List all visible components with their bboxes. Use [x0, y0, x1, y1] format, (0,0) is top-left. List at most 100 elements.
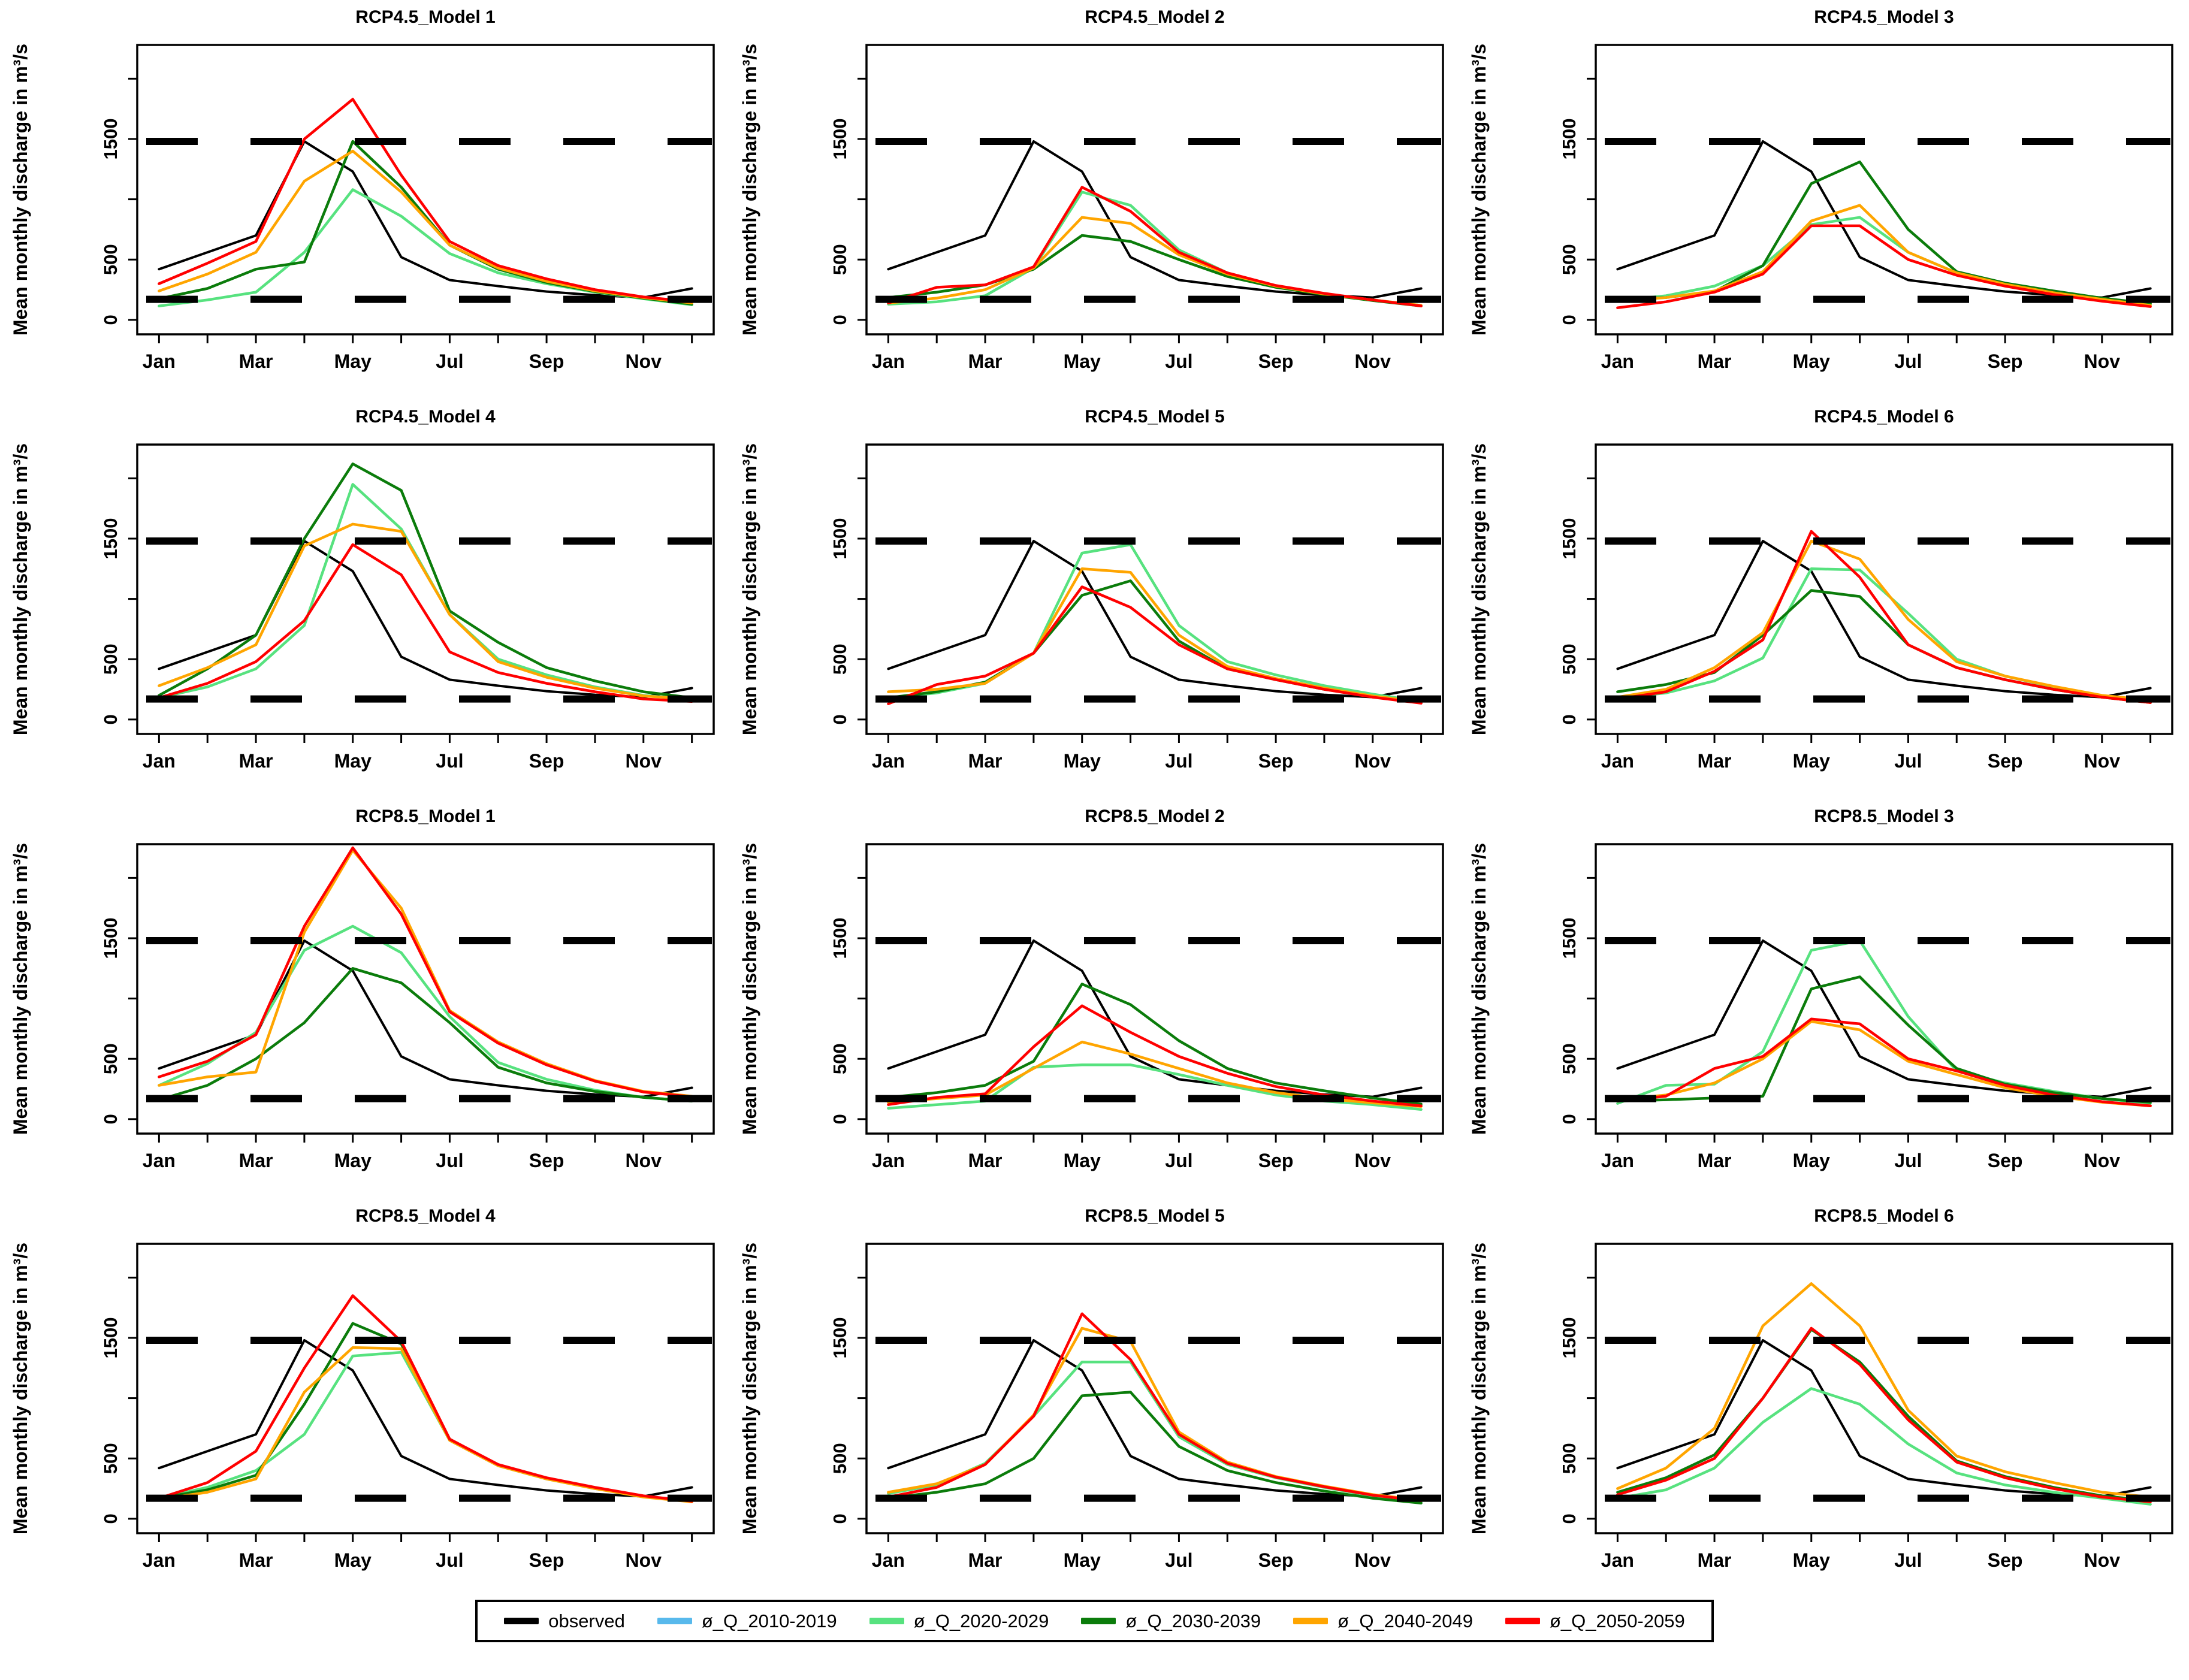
x-tick-label: Nov: [626, 750, 662, 772]
y-axis-label: Mean monthly discharge in m³/s: [10, 843, 31, 1135]
y-axis-label: Mean monthly discharge in m³/s: [1468, 443, 1490, 735]
legend-label: ø_Q_2010-2019: [701, 1610, 837, 1631]
series-2050s: [1616, 1327, 2152, 1503]
y-tick-label: 500: [100, 244, 121, 275]
panel-title: RCP8.5_Model 2: [1085, 806, 1224, 826]
x-tick-label: Mar: [1698, 1549, 1732, 1571]
x-tick-label: Jan: [143, 1150, 176, 1171]
legend-swatch: [657, 1618, 692, 1624]
x-tick-label: May: [1064, 350, 1101, 372]
series-2050s: [158, 543, 693, 703]
y-axis-label: Mean monthly discharge in m³/s: [739, 443, 760, 735]
y-tick-label: 1500: [1559, 917, 1580, 959]
panel-title: RCP4.5_Model 4: [355, 407, 496, 427]
chart-panel: RCP8.5_Model 5 Mean monthly discharge in …: [730, 1199, 1459, 1599]
x-tick-label: Nov: [2084, 350, 2121, 372]
panel-plot: RCP8.5_Model 2 Mean monthly discharge in …: [739, 806, 1444, 1171]
series-observed: [158, 1339, 693, 1498]
series-2030s: [887, 1391, 1423, 1504]
x-tick-label: Nov: [1355, 350, 1391, 372]
series-2020s: [158, 1350, 693, 1503]
x-tick-label: Jan: [872, 1150, 905, 1171]
x-tick-label: May: [334, 350, 372, 372]
y-axis-label: Mean monthly discharge in m³/s: [739, 44, 760, 336]
x-tick-label: Jan: [872, 1549, 905, 1571]
x-tick-label: Mar: [239, 1150, 273, 1171]
panel-title: RCP4.5_Model 1: [355, 7, 495, 27]
legend-item: ø_Q_2020-2029: [869, 1612, 1049, 1630]
series-observed: [1616, 540, 2152, 699]
chart-panel: RCP8.5_Model 4 Mean monthly discharge in …: [1, 1199, 730, 1599]
x-tick-label: Mar: [968, 1150, 1003, 1171]
series-2050s: [158, 1294, 693, 1503]
legend-label: observed: [548, 1610, 625, 1631]
x-tick-label: Jan: [1601, 1150, 1634, 1171]
legend-swatch: [504, 1618, 539, 1624]
series-2030s: [887, 983, 1423, 1105]
y-tick-label: 500: [100, 643, 121, 675]
x-tick-label: Jul: [1165, 350, 1192, 372]
series-2040s: [158, 848, 693, 1098]
x-tick-label: Sep: [1258, 750, 1294, 772]
series-2050s: [887, 1004, 1423, 1107]
x-tick-label: Jul: [436, 350, 463, 372]
chart-grid: RCP4.5_Model 1 Mean monthly discharge in …: [1, 0, 2188, 1599]
y-tick-label: 1500: [829, 118, 850, 159]
y-tick-label: 500: [1559, 1043, 1580, 1074]
plot-box: [1595, 843, 2173, 1135]
x-tick-label: Sep: [1988, 1549, 2023, 1571]
legend-label: ø_Q_2030-2039: [1125, 1610, 1261, 1631]
series-2040s: [158, 1346, 693, 1503]
panel-plot: RCP8.5_Model 1 Mean monthly discharge in …: [10, 806, 715, 1171]
y-tick-label: 0: [829, 1513, 850, 1524]
x-tick-label: Jul: [1894, 350, 1922, 372]
series-observed: [887, 140, 1423, 299]
x-tick-label: Mar: [1698, 350, 1732, 372]
legend-wrap: observed ø_Q_2010-2019 ø_Q_2020-2029 ø_Q_20…: [0, 1600, 2189, 1642]
y-axis-label: Mean monthly discharge in m³/s: [1468, 843, 1490, 1135]
x-tick-label: Jan: [872, 350, 905, 372]
y-axis-label: Mean monthly discharge in m³/s: [10, 443, 31, 735]
panel-title: RCP8.5_Model 3: [1814, 806, 1954, 826]
panel-title: RCP8.5_Model 1: [355, 806, 495, 826]
y-axis-label: Mean monthly discharge in m³/s: [1468, 44, 1490, 336]
x-tick-label: Nov: [2084, 1150, 2121, 1171]
series-observed: [887, 540, 1423, 699]
y-tick-label: 0: [100, 1513, 121, 1524]
x-tick-label: May: [334, 1549, 372, 1571]
panel-plot: RCP4.5_Model 2 Mean monthly discharge in …: [739, 7, 1444, 372]
x-tick-label: May: [334, 1150, 372, 1171]
x-tick-label: May: [334, 750, 372, 772]
y-tick-label: 1500: [1559, 1317, 1580, 1358]
y-tick-label: 1500: [1559, 118, 1580, 159]
series-2050s: [1616, 530, 2152, 704]
plot-box: [136, 443, 715, 735]
panel-title: RCP4.5_Model 6: [1814, 407, 1954, 427]
y-axis-label: Mean monthly discharge in m³/s: [1468, 1243, 1490, 1534]
x-tick-label: May: [1793, 1150, 1830, 1171]
series-2030s: [158, 462, 693, 699]
series-2030s: [158, 1322, 693, 1503]
x-tick-label: Sep: [1258, 350, 1294, 372]
x-tick-label: Jul: [1165, 1549, 1192, 1571]
y-tick-label: 500: [829, 244, 850, 275]
panel-plot: RCP8.5_Model 3 Mean monthly discharge in …: [1468, 806, 2173, 1171]
y-tick-label: 1500: [100, 518, 121, 559]
legend-label: ø_Q_2020-2029: [913, 1610, 1049, 1631]
y-axis-label: Mean monthly discharge in m³/s: [739, 1243, 760, 1534]
x-tick-label: May: [1793, 750, 1830, 772]
x-tick-label: Sep: [529, 1150, 564, 1171]
x-tick-label: Sep: [529, 350, 564, 372]
chart-panel: RCP4.5_Model 3 Mean monthly discharge in …: [1459, 0, 2188, 400]
legend-item: ø_Q_2030-2039: [1081, 1612, 1261, 1630]
legend-label: ø_Q_2050-2059: [1549, 1610, 1685, 1631]
series-2030s: [1616, 160, 2152, 305]
y-tick-label: 0: [829, 315, 850, 325]
panel-plot: RCP8.5_Model 6 Mean monthly discharge in …: [1468, 1206, 2173, 1571]
legend-swatch: [869, 1618, 904, 1624]
x-tick-label: Jul: [1894, 750, 1922, 772]
series-2020s: [887, 1360, 1423, 1503]
chart-panel: RCP4.5_Model 5 Mean monthly discharge in …: [730, 400, 1459, 799]
x-tick-label: Nov: [626, 350, 662, 372]
plot-box: [136, 843, 715, 1135]
